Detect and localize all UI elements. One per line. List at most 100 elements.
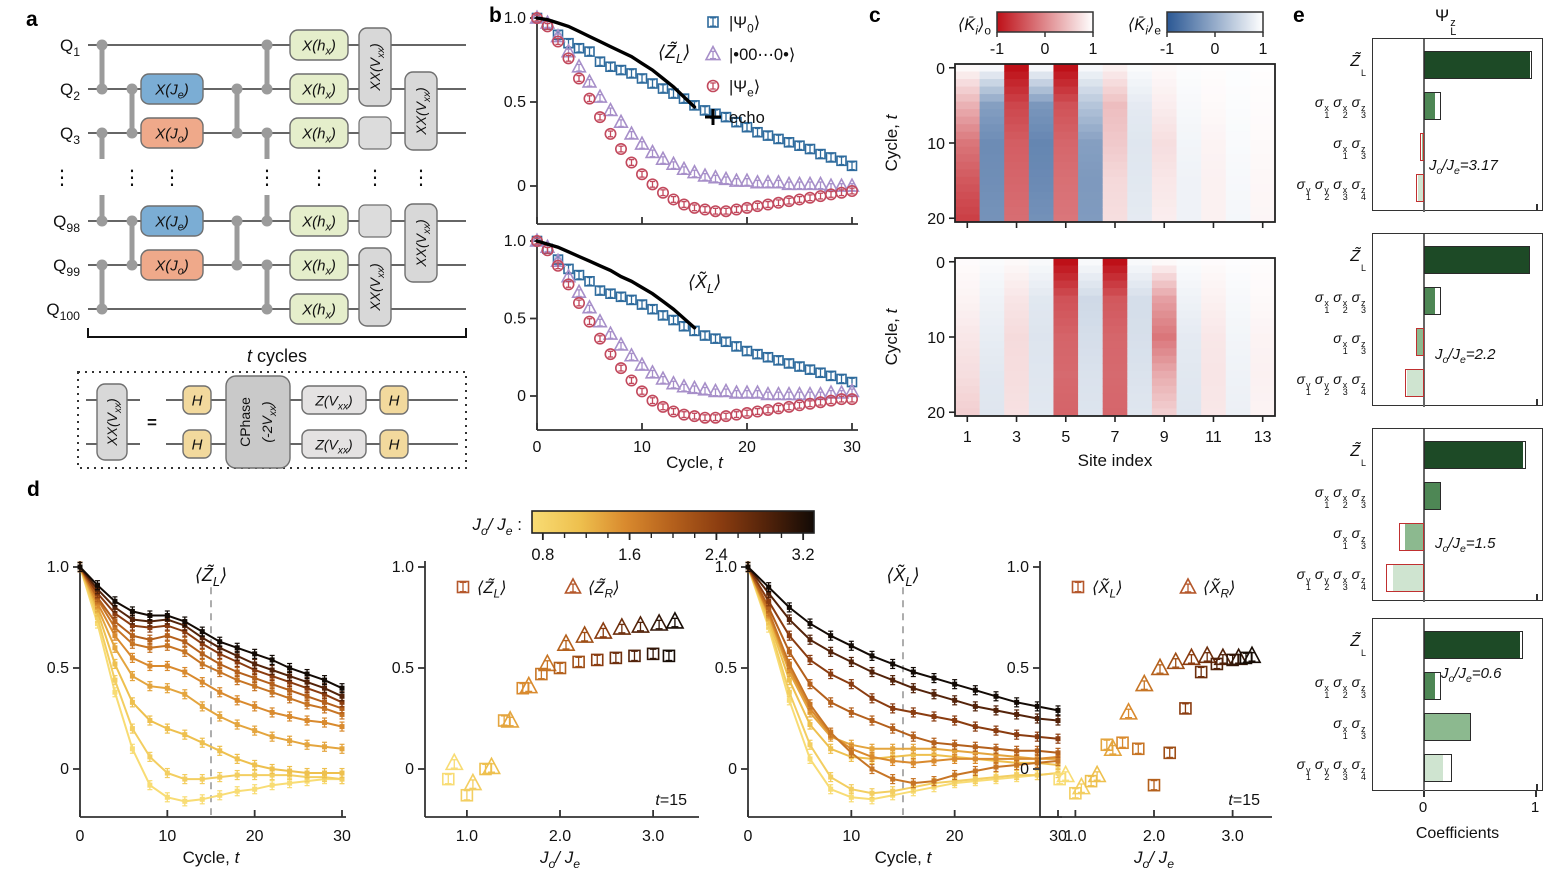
y-tick: 0 [517, 388, 526, 405]
x-tick: 2.0 [549, 828, 571, 845]
x-axis-label: Cycle, t [666, 453, 724, 472]
bar-outline [1424, 482, 1441, 510]
plot-ZL: 1.0 0.5 0 ⟨Z̃L⟩ [504, 9, 860, 225]
bar-outline [1424, 92, 1442, 120]
svg-text:X(hx): X(hx) [301, 38, 336, 58]
gate [289, 73, 349, 105]
y-tick: 0 [517, 178, 526, 195]
colorbar-tick: 3.2 [792, 546, 815, 564]
series-echo [535, 16, 697, 109]
qubit-label: Q98 [53, 212, 80, 235]
y-tick: 0.5 [47, 660, 69, 677]
series-psie [530, 235, 858, 424]
inner-tick [1536, 594, 1538, 600]
svg-text:XX(Vxx): XX(Vxx) [413, 87, 433, 135]
svg-text:H: H [389, 393, 400, 410]
x-tick: 13 [1254, 429, 1272, 446]
bar-fill [1404, 523, 1424, 551]
bar-fill [1392, 564, 1424, 592]
legend-label: ⟨Z̃R⟩ [588, 577, 620, 601]
logical-decay-plots: 1.0 0.5 0 ⟨Z̃L⟩ 1.0 0.5 0 0 10 20 30 ⟨X̃L⟩ Cycle, t |… [504, 9, 861, 472]
qubit-label: Q100 [46, 300, 80, 323]
circuit-diagram: Q1 Q2 Q3 Q98 Q99 Q100 X(Je) X(Jo) X(Je) X(Jo) X(hx… [46, 27, 467, 469]
panel-label-e: e [1293, 4, 1305, 27]
bar-fill [1417, 328, 1424, 356]
legend-label: echo [729, 109, 765, 127]
vdots: ⋮ [365, 167, 385, 189]
x-axis-label: Site index [1078, 451, 1153, 470]
x-tick: 11 [1205, 429, 1222, 446]
series-echo [535, 239, 697, 330]
legend-label: ⟨Z̃L⟩ [477, 577, 507, 601]
bar-fill [1424, 482, 1441, 510]
heatmap-odd-flips: 0 10 20 Cycle, t [882, 61, 1276, 228]
x-axis-label: Cycle, t [875, 848, 933, 867]
colorbar-tick: -1 [990, 41, 1004, 58]
x-tick: 20 [246, 828, 264, 845]
y-tick: 20 [927, 211, 945, 228]
x-tick: 1.0 [456, 828, 478, 845]
vdots: ⋮ [162, 167, 182, 189]
x-tick: 3.0 [642, 828, 664, 845]
plot-title: ⟨X̃L⟩ [688, 271, 721, 296]
bar-outline [1404, 369, 1424, 397]
colorbar-tick: 2.4 [705, 546, 728, 564]
colorbar-tick: 0 [1211, 41, 1220, 58]
bar-outline [1424, 754, 1452, 782]
equals-sign: = [147, 413, 157, 432]
legend-label: |Ψe⟩ [729, 78, 760, 100]
svg-text:H: H [389, 437, 400, 454]
y-tick: 0 [728, 761, 737, 778]
y-tick: 1.0 [392, 559, 414, 576]
cycles-label: t cycles [247, 346, 307, 366]
x-tick: 10 [158, 828, 176, 845]
bar-outline [1399, 523, 1424, 551]
row-label: Z̃ L [1350, 248, 1366, 274]
svg-text:X(Je): X(Je) [154, 82, 189, 102]
y-tick: 0 [936, 61, 945, 78]
inner-tick [1536, 204, 1538, 210]
svg-text:X(Jo): X(Jo) [154, 258, 189, 278]
ratio-curve [77, 561, 345, 720]
ratio-colorbar: Jo/ Je : 0.8 1.6 2.4 3.2 [471, 510, 815, 564]
vdots: ⋮ [122, 167, 142, 189]
svg-text:X(hx): X(hx) [301, 82, 336, 102]
y-tick: 10 [927, 330, 945, 347]
y-tick: 1.0 [504, 10, 526, 27]
xx-gate [404, 71, 438, 151]
y-tick: 0.5 [504, 311, 526, 328]
legend-label: ⟨X̃R⟩ [1203, 577, 1235, 601]
series-vacuum [529, 232, 860, 401]
bar-outline [1416, 328, 1424, 356]
ratio-curve [745, 561, 1061, 758]
y-tick: 1.0 [1007, 559, 1029, 576]
row-label: Z̃ L [1350, 53, 1366, 79]
svg-text:H: H [192, 437, 203, 454]
svg-text:Z(Vxx): Z(Vxx) [314, 437, 352, 457]
svg-text:XX(Vxx): XX(Vxx) [367, 263, 387, 311]
bar-panel-0: Jo/Je=3.17 [1372, 38, 1543, 212]
t15-annotation: t=15 [655, 792, 687, 809]
xx-gate [358, 247, 392, 327]
svg-text:CPhase: CPhase [237, 397, 253, 447]
x-tick-mark [1423, 791, 1425, 797]
xx-gate-partial [358, 204, 392, 238]
gate [289, 205, 349, 237]
bar-fill [1424, 672, 1436, 700]
ratio-annotation: Jo/Je=3.17 [1429, 157, 1498, 177]
panel-label-c: c [869, 4, 881, 27]
ratio-annotation: Jo/Je=1.5 [1435, 535, 1496, 555]
x-tick: 1 [963, 429, 972, 446]
y-tick: 0 [405, 761, 414, 778]
x-tick: 0 [533, 439, 542, 456]
panel-label-a: a [26, 8, 38, 31]
plot-Z-vs-ratio: 1.0 0.5 0 1.0 2.0 3.0 ⟨Z̃L⟩ ⟨Z̃R⟩ t=15 Jo/ Je [392, 559, 699, 870]
